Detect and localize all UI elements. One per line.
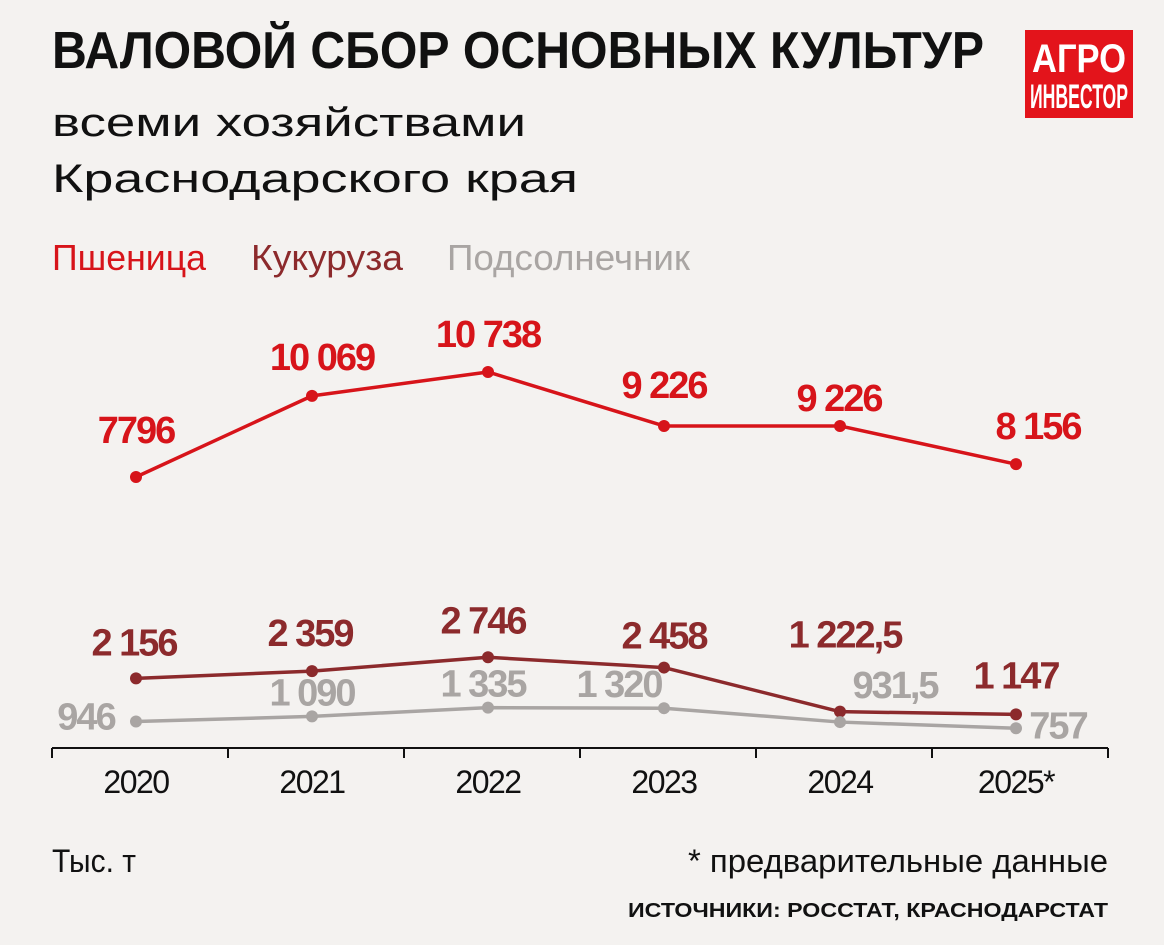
legend-sunflower: Подсолнечник [447, 237, 690, 278]
legend-corn: Кукуруза [251, 237, 404, 278]
logo-background [1025, 30, 1133, 118]
sunflower-data-label: 757 [1029, 705, 1087, 747]
logo-line2: ИНВЕСТОР [1030, 78, 1128, 116]
corn-point [658, 661, 670, 674]
sunflower-data-label: 931,5 [852, 665, 939, 707]
series-group: 7796 10 069 10 738 9 226 9 226 8 156 2 156 2 35… [57, 314, 1089, 748]
sunflower-point [658, 702, 670, 715]
wheat-point [306, 389, 318, 402]
sunflower-data-label: 946 [57, 697, 115, 739]
sunflower-line [135, 705, 1017, 731]
chart-subtitle-line1: всеми хозяйствами [52, 101, 526, 145]
x-tick-label: 2021 [279, 764, 345, 800]
corn-point [306, 665, 318, 678]
wheat-point [130, 471, 142, 483]
chart-subtitle-line2: Краснодарского края [52, 157, 578, 201]
corn-data-label: 2 156 [91, 622, 177, 664]
x-tick-label: 2022 [455, 764, 521, 800]
corn-point [482, 651, 494, 664]
wheat-data-label: 9 226 [796, 378, 882, 420]
corn-line [135, 655, 1017, 717]
corn-data-label: 1 222,5 [789, 615, 904, 657]
sunflower-point [306, 710, 318, 723]
legend-wheat: Пшеница [52, 237, 207, 278]
corn-data-label: 2 359 [267, 613, 353, 655]
sunflower-point [834, 716, 846, 729]
legend: Пшеница Кукуруза Подсолнечник [52, 237, 690, 278]
corn-data-label: 2 458 [621, 616, 707, 658]
wheat-data-label: 10 069 [270, 337, 375, 379]
logo: АГРО ИНВЕСТОР [1025, 30, 1133, 118]
x-tick-label: 2023 [631, 764, 697, 800]
sunflower-data-label: 1 335 [440, 664, 527, 706]
unit-label: Тыс. т [52, 843, 136, 879]
sunflower-data-label: 1 090 [269, 672, 355, 714]
wheat-point [658, 419, 670, 432]
wheat-line [135, 370, 1017, 479]
wheat-point [1010, 458, 1022, 471]
corn-data-label: 1 147 [973, 655, 1059, 697]
sources: ИСТОЧНИКИ: РОССТАТ, КРАСНОДАРСТАТ [628, 900, 1108, 922]
wheat-point [482, 365, 494, 378]
wheat-data-label: 10 738 [436, 314, 541, 356]
sunflower-point [1010, 722, 1022, 735]
x-tick-label: 2024 [807, 764, 873, 800]
chart-title: ВАЛОВОЙ СБОР ОСНОВНЫХ КУЛЬТУР [52, 21, 984, 80]
x-tick-label: 2025* [978, 764, 1055, 800]
x-tick-label: 2020 [103, 764, 169, 800]
x-axis: 2020 2021 2022 2023 2024 2025* [51, 747, 1109, 800]
sunflower-point [130, 715, 142, 728]
wheat-data-label: 7796 [98, 410, 175, 452]
wheat-data-label: 9 226 [621, 365, 707, 407]
series-sunflower: 946 1 090 1 335 1 320 931,5 757 [57, 664, 1089, 748]
corn-point [130, 672, 142, 685]
wheat-point [834, 419, 846, 432]
sunflower-point [482, 701, 494, 714]
wheat-data-label: 8 156 [995, 406, 1081, 448]
series-wheat: 7796 10 069 10 738 9 226 9 226 8 156 [98, 314, 1083, 483]
series-corn: 2 156 2 359 2 746 2 458 1 222,5 1 147 [91, 600, 1061, 721]
corn-point [834, 705, 846, 718]
footnote: * предварительные данные [688, 843, 1108, 879]
corn-data-label: 2 746 [440, 600, 526, 642]
sunflower-data-label: 1 320 [576, 664, 662, 706]
logo-line1: АГРО [1032, 37, 1126, 81]
corn-point [1010, 708, 1022, 721]
